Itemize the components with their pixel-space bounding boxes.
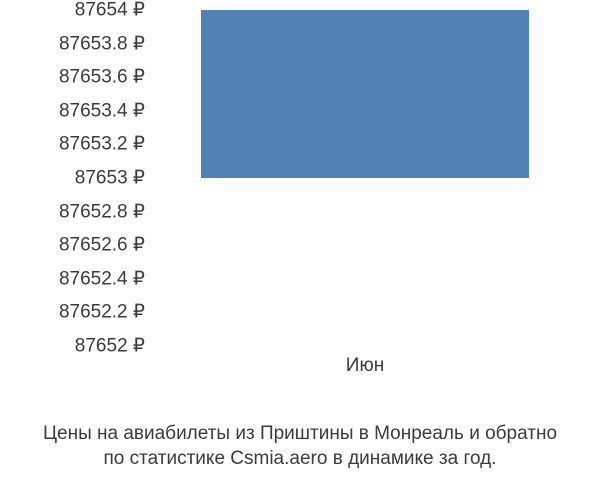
y-tick-label: 87652.2 ₽ (59, 303, 145, 322)
y-tick-label: 87653.2 ₽ (59, 135, 145, 154)
y-tick-label: 87653 ₽ (75, 169, 145, 188)
y-tick-label: 87653.6 ₽ (59, 68, 145, 87)
bar (201, 10, 529, 178)
y-tick-label: 87653.4 ₽ (59, 101, 145, 120)
chart-container: 87654 ₽ 87653.8 ₽ 87653.6 ₽ 87653.4 ₽ 87653.… (0, 0, 600, 500)
y-tick-label: 87652.4 ₽ (59, 269, 145, 288)
x-tick-label: Июн (346, 355, 384, 377)
y-tick-label: 87654 ₽ (75, 1, 145, 20)
y-tick-label: 87652.6 ₽ (59, 236, 145, 255)
plot-area (155, 10, 575, 346)
chart-caption: Цены на авиабилеты из Приштины в Монреал… (0, 421, 600, 472)
y-tick-label: 87653.8 ₽ (59, 34, 145, 53)
y-tick-label: 87652 ₽ (75, 337, 145, 356)
caption-line2: по статистике Csmia.aero в динамике за г… (104, 448, 497, 469)
x-axis: Июн (155, 355, 575, 385)
y-axis: 87654 ₽87653.8 ₽87653.6 ₽87653.4 ₽87653.… (0, 10, 145, 360)
caption-line1: Цены на авиабилеты из Приштины в Монреал… (43, 423, 557, 444)
y-tick-label: 87652.8 ₽ (59, 202, 145, 221)
